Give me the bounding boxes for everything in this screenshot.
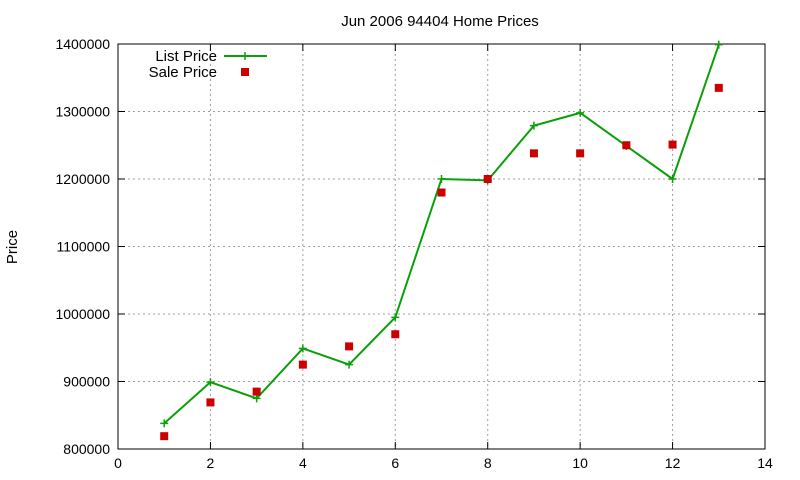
y-tick-label: 1000000 bbox=[55, 306, 110, 322]
sale-price-point bbox=[391, 330, 400, 339]
y-tick-label: 1100000 bbox=[57, 239, 111, 255]
x-tick-label: 14 bbox=[757, 455, 773, 471]
sale-price-point bbox=[714, 83, 723, 92]
x-tick-label: 4 bbox=[299, 455, 307, 471]
x-tick-label: 2 bbox=[207, 455, 215, 471]
sale-price-point bbox=[298, 360, 307, 369]
legend-marker-list-price bbox=[241, 52, 249, 60]
y-tick-label: 800000 bbox=[63, 441, 110, 457]
series-line-list-price bbox=[163, 44, 720, 425]
legend-swatches bbox=[224, 52, 267, 76]
y-axis-label: Price bbox=[4, 230, 21, 264]
list-price-point bbox=[252, 394, 261, 403]
series bbox=[160, 40, 723, 441]
list-price-point bbox=[576, 108, 585, 117]
x-tick-label: 6 bbox=[391, 455, 399, 471]
list-price-point bbox=[160, 419, 169, 428]
list-price-point bbox=[714, 40, 723, 49]
list-price-point bbox=[298, 344, 307, 353]
x-tick-label: 8 bbox=[484, 455, 492, 471]
legend-label-sale-price: Sale Price bbox=[149, 64, 217, 81]
list-price-point bbox=[668, 175, 677, 183]
legend-swatch-sale-price bbox=[241, 68, 249, 76]
sale-price-point bbox=[622, 141, 631, 150]
x-tick-label: 0 bbox=[114, 455, 122, 471]
legend-label-list-price: List Price bbox=[155, 48, 217, 65]
y-tick-label: 900000 bbox=[63, 374, 110, 390]
plot-frame bbox=[117, 43, 766, 450]
sale-price-point bbox=[345, 342, 354, 351]
list-price-point bbox=[345, 360, 354, 369]
x-tick-label: 10 bbox=[572, 455, 588, 471]
axis-ticks: 800000 900000 1000000 1100000 1200000 1300000… bbox=[55, 36, 773, 471]
sale-price-point bbox=[483, 175, 492, 183]
sale-price-point bbox=[160, 432, 169, 441]
y-tick-label: 1300000 bbox=[55, 104, 110, 120]
sale-price-point bbox=[206, 398, 215, 407]
list-price-point bbox=[529, 121, 538, 130]
list-price-point bbox=[437, 175, 446, 183]
sale-price-point bbox=[437, 188, 446, 197]
x-tick-label: 12 bbox=[665, 455, 681, 471]
chart-title: Jun 2006 94404 Home Prices bbox=[341, 13, 539, 30]
sale-price-point bbox=[529, 149, 538, 158]
y-tick-label: 1200000 bbox=[55, 171, 110, 187]
grid bbox=[118, 44, 765, 449]
list-price-point bbox=[206, 378, 215, 387]
y-tick-label: 1400000 bbox=[55, 36, 110, 52]
legend: List Price Sale Price bbox=[149, 48, 267, 81]
sale-price-point bbox=[252, 387, 261, 396]
sale-price-point bbox=[668, 140, 677, 149]
list-price-point bbox=[391, 313, 400, 322]
sale-price-point bbox=[576, 149, 585, 158]
